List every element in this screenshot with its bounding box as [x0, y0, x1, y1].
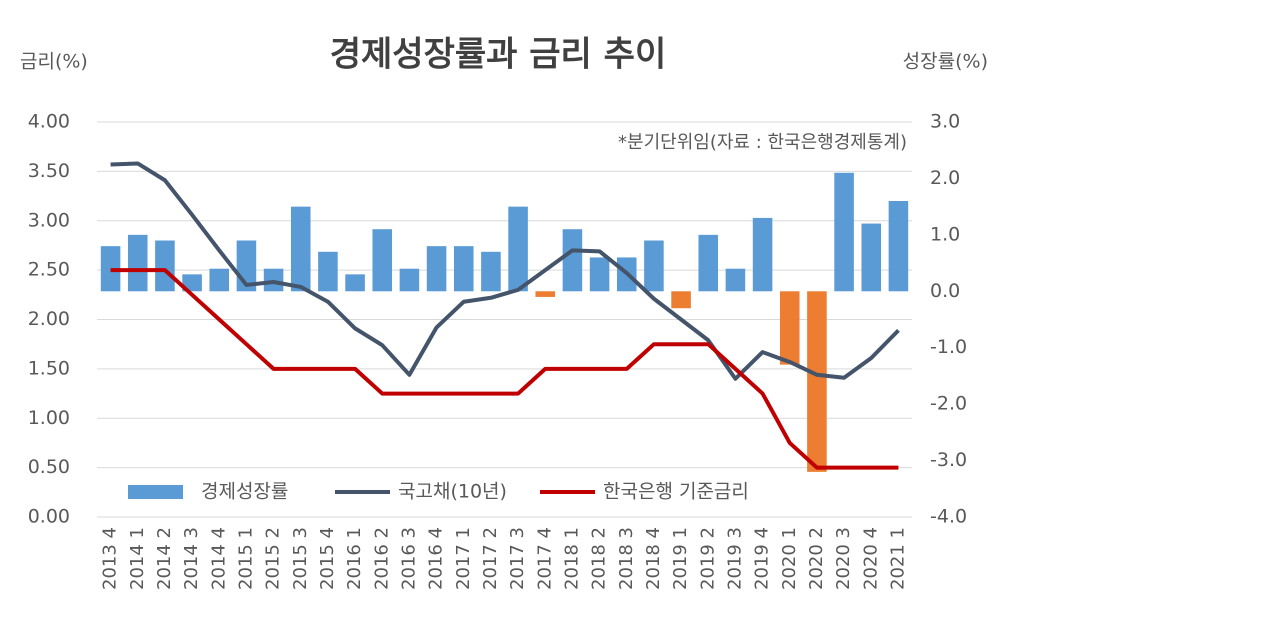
- bar: [318, 251, 338, 292]
- bar: [807, 291, 827, 472]
- x-tick-label: 2018 2: [589, 527, 610, 590]
- x-tick-label: 2017 1: [453, 527, 474, 590]
- bar: [426, 246, 447, 292]
- y2-tick-label: -1.0: [930, 336, 967, 358]
- bar: [453, 246, 474, 292]
- x-tick-label: 2020 1: [779, 527, 800, 590]
- y2-tick-label: 0.0: [930, 280, 960, 302]
- y-tick-label: 0.00: [28, 506, 70, 528]
- note: *분기단위임(자료 : 한국은행경제통계): [618, 132, 907, 153]
- bar: [752, 217, 773, 292]
- bar: [209, 268, 230, 292]
- bar: [671, 291, 691, 309]
- x-tick-label: 2017 3: [507, 527, 528, 590]
- bar: [834, 172, 854, 292]
- y-tick-label: 3.50: [28, 160, 70, 182]
- x-tick-label: 2019 4: [752, 527, 773, 590]
- x-tick-label: 2017 2: [480, 527, 501, 590]
- y2-tick-label: -3.0: [930, 449, 967, 471]
- y2-tick-label: -4.0: [930, 506, 967, 528]
- y-tick-label: 4.00: [28, 111, 70, 133]
- x-tick-label: 2015 2: [263, 527, 284, 590]
- x-tick-label: 2020 2: [806, 527, 827, 590]
- y-tick-label: 1.00: [28, 407, 70, 429]
- line: [110, 268, 899, 470]
- bar: [779, 291, 800, 365]
- x-tick-label: 2015 1: [235, 527, 256, 590]
- x-tick-label: 2014 4: [208, 527, 229, 590]
- y-tick-label: 2.50: [28, 259, 70, 281]
- line: [110, 161, 900, 381]
- bar: [644, 240, 664, 292]
- bar: [861, 223, 882, 292]
- y-tick-label: 3.00: [28, 209, 70, 231]
- x-tick-label: 2018 4: [643, 527, 664, 590]
- bar: [508, 206, 528, 292]
- x-tick-label: 2017 4: [534, 527, 555, 590]
- bar: [290, 206, 311, 292]
- x-tick-label: 2018 3: [616, 527, 637, 590]
- x-tick-label: 2015 3: [290, 527, 311, 590]
- chart-title: 경제성장률과 금리 추이: [330, 35, 666, 75]
- x-tick-label: 2016 1: [344, 527, 365, 590]
- y2-tick-label: 1.0: [930, 223, 960, 245]
- x-tick-label: 2019 2: [697, 527, 718, 590]
- x-tick-label: 2019 1: [670, 527, 691, 590]
- legend-label: 국고채(10년): [398, 481, 507, 503]
- bar: [372, 229, 393, 292]
- bar: [535, 291, 556, 297]
- bar: [481, 251, 501, 292]
- x-tick-label: 2015 4: [317, 527, 338, 590]
- y2-tick-label: -2.0: [930, 393, 967, 415]
- x-tick-label: 2016 2: [371, 527, 392, 590]
- legend-label: 경제성장률: [201, 481, 288, 503]
- x-tick-label: 2014 3: [181, 527, 202, 590]
- y2-axis-title: 성장률(%): [903, 51, 988, 73]
- bar: [589, 257, 610, 292]
- bar: [725, 268, 746, 292]
- y-tick-label: 0.50: [28, 456, 70, 478]
- legend-label: 한국은행 기준금리: [603, 481, 749, 503]
- x-tick-label: 2018 1: [561, 527, 582, 590]
- x-tick-label: 2019 3: [724, 527, 745, 590]
- y2-tick-label: 2.0: [930, 167, 960, 189]
- x-tick-label: 2014 2: [154, 527, 175, 590]
- x-tick-label: 2013 4: [100, 527, 121, 590]
- x-tick-label: 2021 1: [887, 527, 908, 590]
- bar: [698, 234, 719, 292]
- x-tick-label: 2020 4: [860, 527, 881, 590]
- bar: [182, 274, 202, 292]
- y-tick-label: 2.00: [28, 308, 70, 330]
- bar: [155, 240, 175, 292]
- x-tick-label: 2014 1: [127, 527, 148, 590]
- legend-swatch: [128, 485, 183, 499]
- bar: [127, 234, 148, 292]
- x-tick-label: 2016 4: [426, 527, 447, 590]
- bar: [399, 268, 420, 292]
- bar: [562, 229, 583, 292]
- bar: [345, 274, 365, 292]
- y2-tick-label: 3.0: [930, 111, 960, 133]
- x-tick-label: 2016 3: [398, 527, 419, 590]
- bar: [888, 201, 909, 292]
- x-tick-label: 2020 3: [833, 527, 854, 590]
- y-tick-label: 1.50: [28, 357, 70, 379]
- y-axis-title: 금리(%): [20, 51, 88, 73]
